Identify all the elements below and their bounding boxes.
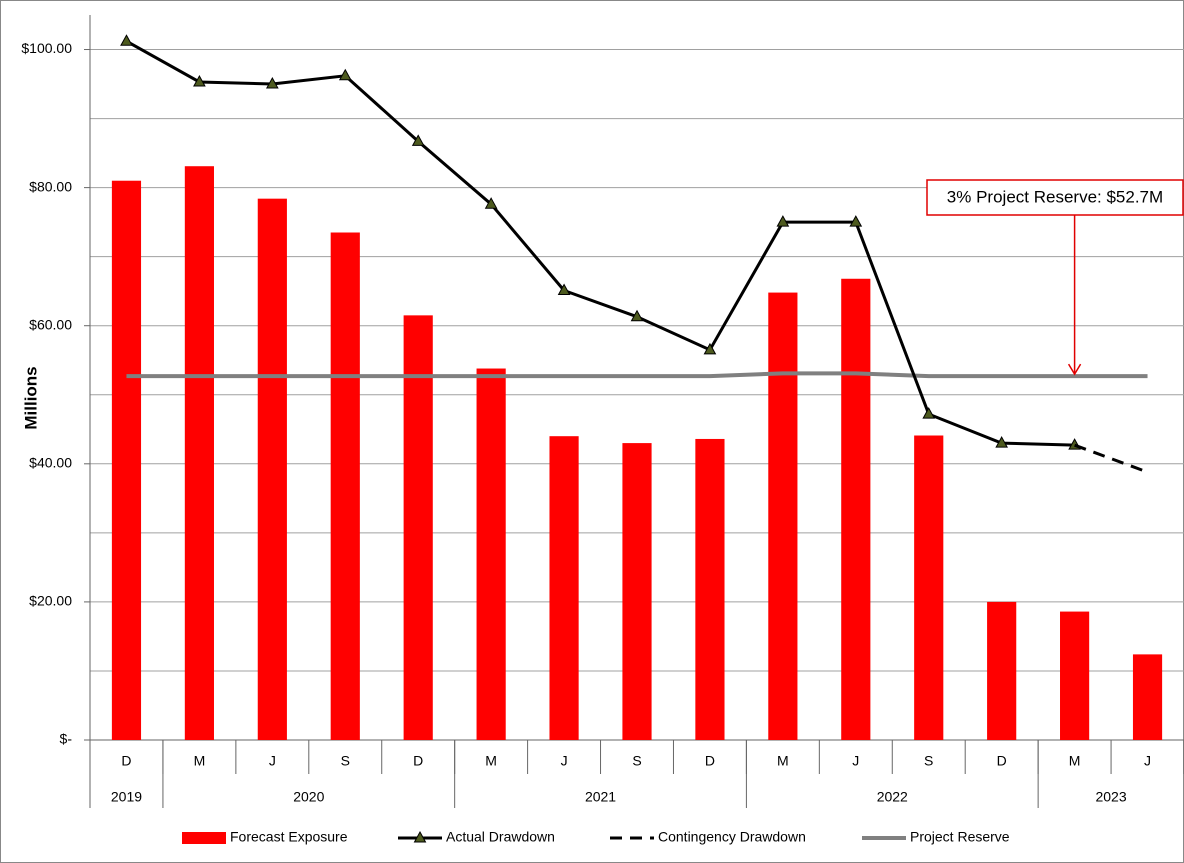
legend-label: Forecast Exposure <box>230 829 348 845</box>
marker <box>120 34 133 46</box>
x-tick-label: J <box>1144 753 1151 769</box>
year-label: 2022 <box>877 789 908 805</box>
x-tick-label: M <box>1069 753 1081 769</box>
x-tick-label: D <box>705 753 715 769</box>
marker <box>484 197 498 209</box>
marker <box>630 309 644 322</box>
year-label: 2019 <box>111 789 142 805</box>
bar <box>330 232 360 740</box>
annotation-text: 3% Project Reserve: $52.7M <box>947 187 1163 206</box>
bar <box>476 368 506 740</box>
bar <box>1132 654 1163 740</box>
y-tick-label: $40.00 <box>29 455 72 471</box>
x-tick-label: J <box>269 753 276 769</box>
marker <box>995 436 1009 448</box>
y-tick-label: $20.00 <box>29 593 72 609</box>
legend-marker <box>413 830 427 843</box>
marker <box>411 134 425 146</box>
marker <box>922 407 936 419</box>
bar <box>184 166 214 740</box>
bar <box>987 601 1017 740</box>
x-tick-label: J <box>852 753 859 769</box>
x-tick-label: S <box>341 753 350 769</box>
bar <box>403 315 433 740</box>
bar <box>549 436 579 740</box>
x-tick-label: D <box>997 753 1007 769</box>
bar <box>1060 611 1090 740</box>
marker <box>703 342 717 355</box>
y-tick-label: $- <box>60 731 73 747</box>
x-tick-label: D <box>121 753 131 769</box>
bar <box>695 438 725 740</box>
year-label: 2021 <box>585 789 616 805</box>
x-tick-label: M <box>194 753 206 769</box>
x-tick-label: S <box>632 753 641 769</box>
annotation-box <box>926 179 1184 216</box>
x-tick-label: D <box>413 753 423 769</box>
year-label: 2020 <box>293 789 324 805</box>
bar <box>914 435 944 740</box>
series-line <box>126 371 1148 379</box>
y-axis-label: Millions <box>21 366 40 429</box>
marker <box>776 215 790 227</box>
bar <box>841 278 871 740</box>
marker <box>265 77 279 89</box>
series-line <box>1074 443 1149 474</box>
x-tick-label: J <box>561 753 568 769</box>
y-tick-label: $60.00 <box>29 316 72 332</box>
y-tick-label: $80.00 <box>29 178 72 194</box>
legend-label: Project Reserve <box>910 829 1010 845</box>
series-line <box>125 39 1075 447</box>
x-tick-label: M <box>485 753 497 769</box>
year-label: 2023 <box>1095 789 1126 805</box>
marker <box>338 68 352 81</box>
bar <box>622 443 652 740</box>
bar <box>257 198 287 740</box>
y-tick-label: $100.00 <box>21 40 72 56</box>
marker <box>193 74 206 87</box>
x-tick-label: S <box>924 753 933 769</box>
marker <box>849 215 863 227</box>
legend-label: Contingency Drawdown <box>658 829 806 845</box>
bar <box>768 292 798 740</box>
marker <box>557 283 571 295</box>
x-tick-label: M <box>777 753 789 769</box>
annotation-arrowhead <box>1067 363 1082 376</box>
legend-label: Actual Drawdown <box>446 829 555 845</box>
bar <box>111 180 142 740</box>
legend-swatch <box>182 832 226 844</box>
